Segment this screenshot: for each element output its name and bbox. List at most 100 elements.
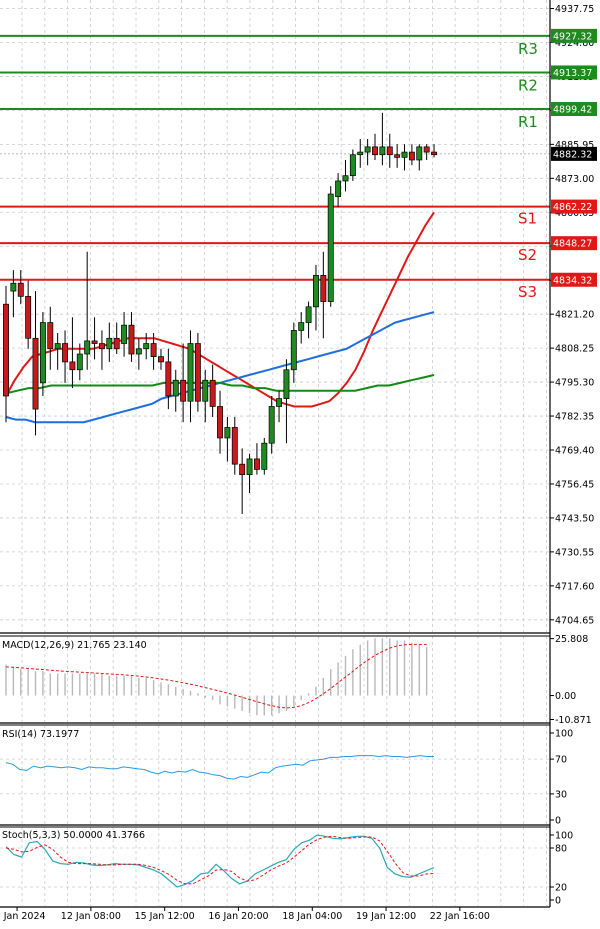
candle [17, 270, 24, 305]
candle-body-down [158, 356, 164, 363]
macd-tick-label: 0.00 [555, 691, 576, 702]
candle [10, 270, 17, 318]
level-price-box [551, 102, 597, 117]
candle-body-down [239, 463, 246, 476]
level-price-box [551, 65, 597, 80]
time-tick-label: 11 Jan 2024 [0, 911, 46, 922]
stoch-k-line [5, 834, 435, 888]
candle [209, 364, 216, 417]
candle-body-up [305, 306, 312, 323]
candle-body-down [372, 146, 378, 156]
price-tick-label: 4937.75 [555, 4, 594, 15]
price-tick-label: 4756.45 [555, 479, 594, 490]
time-tick-label: 15 Jan 12:00 [135, 911, 195, 922]
price-tick-label: 4808.25 [555, 344, 594, 355]
candle [121, 312, 128, 357]
level-price-box [551, 28, 597, 43]
rsi-tick-label: 30 [555, 789, 567, 800]
level-price-label: 4927.32 [553, 31, 592, 42]
candle [423, 144, 430, 160]
stoch-panel: Stoch(5,3,3) 50.0000 41.3766 100 80 20 0 [0, 830, 573, 907]
moving-average-line [5, 374, 435, 395]
candle-body-down [69, 361, 76, 371]
price-axis: 4937.754924.804911.854898.904885.954873.… [550, 4, 597, 626]
candle-body-down [394, 154, 401, 158]
rsi-tick-label: 0 [555, 816, 561, 827]
candle [54, 333, 61, 370]
candle-body-up [202, 379, 209, 402]
candle-body-down [17, 282, 24, 297]
candle-body-up [121, 324, 128, 344]
time-tick-label: 19 Jan 12:00 [356, 911, 416, 922]
candle-body-up [54, 343, 61, 350]
candle-body-down [231, 427, 238, 465]
candle-body-up [349, 154, 356, 177]
moving-average-line [5, 211, 435, 408]
macd-label: MACD(12,26,9) 21.765 23.140 [2, 640, 147, 651]
candle-body-up [172, 379, 179, 397]
candle-body-up [143, 343, 150, 350]
moving-averages [5, 211, 435, 424]
time-tick-label: 22 Jan 16:00 [430, 911, 490, 922]
candle [187, 330, 194, 423]
candle-body-up [401, 151, 408, 158]
candle [246, 453, 253, 494]
candle [268, 395, 275, 454]
level-price-label: 4899.42 [553, 105, 592, 116]
level-price-box [551, 199, 597, 214]
candle-body-up [268, 406, 275, 444]
macd-tick-label: -10.871 [555, 715, 592, 726]
candle-body-down [386, 146, 393, 156]
stoch-tick-label: 100 [555, 831, 573, 842]
candle-body-down [3, 303, 9, 397]
candle [180, 343, 187, 423]
price-tick-label: 4885.95 [555, 140, 594, 151]
candlesticks[interactable] [3, 112, 437, 514]
candle [47, 306, 54, 370]
level-name-s3: S3 [518, 283, 537, 301]
candle-body-down [98, 343, 105, 350]
candle-body-down [25, 295, 32, 339]
candle-body-up [357, 151, 364, 156]
stoch-tick-label: 80 [555, 844, 567, 855]
candle [143, 333, 150, 360]
price-tick-label: 4769.40 [555, 446, 594, 457]
candle [150, 333, 157, 370]
candle [239, 448, 246, 514]
price-tick-label: 4873.00 [555, 174, 594, 185]
candle [416, 144, 423, 171]
time-tick-label: 18 Jan 04:00 [282, 911, 342, 922]
candle-body-up [261, 442, 268, 470]
level-price-box [551, 272, 597, 287]
candle [113, 322, 120, 355]
level-price-label: 4848.27 [553, 239, 592, 250]
level-name-r2: R2 [518, 76, 538, 94]
candle-body-up [342, 175, 349, 182]
candle [135, 338, 142, 370]
time-axis: 11 Jan 2024 12 Jan 08:00 15 Jan 12:00 16 Ja… [0, 907, 490, 922]
candle-body-up [290, 330, 297, 371]
candle [379, 112, 386, 166]
candle [253, 443, 260, 475]
candle-body-down [165, 361, 172, 397]
level-price-label: 4834.32 [553, 275, 592, 286]
candle-body-up [335, 180, 342, 198]
candle [305, 301, 312, 339]
candle [283, 359, 290, 444]
time-tick-label: 12 Jan 08:00 [61, 911, 121, 922]
current-price-label: 4882.32 [553, 149, 592, 160]
candle [408, 144, 415, 166]
candle [431, 144, 437, 158]
price-tick-label: 4782.35 [555, 412, 594, 423]
price-tick-label: 4743.50 [555, 513, 594, 524]
macd-signal-line [5, 643, 427, 709]
candle-body-down [47, 322, 54, 350]
candle [342, 159, 349, 192]
candle [76, 343, 83, 381]
candle [320, 251, 327, 339]
price-tick-label: 4795.30 [555, 378, 594, 389]
candle-body-up [10, 282, 17, 292]
level-price-label: 4913.37 [553, 68, 592, 79]
